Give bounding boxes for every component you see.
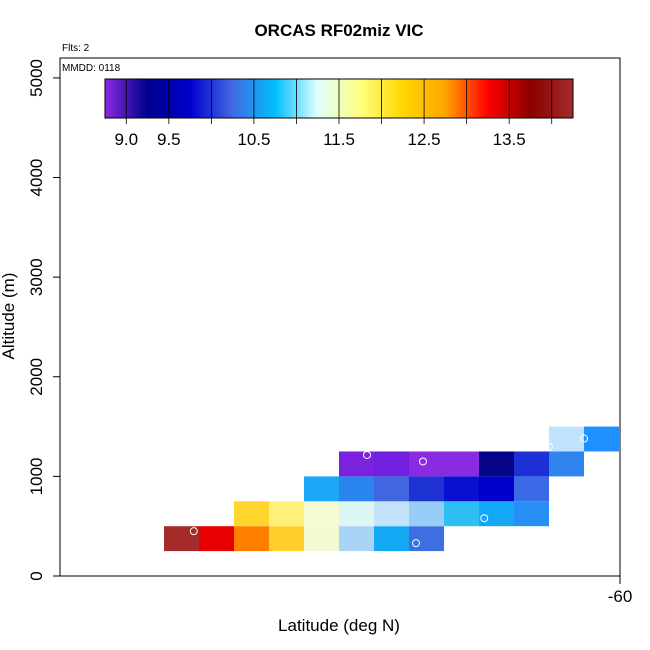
flight-marker bbox=[580, 434, 588, 443]
y-tick-label: 4000 bbox=[27, 159, 46, 197]
colorbar-tick-label: 11.5 bbox=[323, 130, 355, 149]
heatmap-cell bbox=[549, 426, 584, 452]
x-axis: -60 bbox=[608, 576, 633, 606]
heatmap-cell bbox=[304, 526, 339, 552]
flight-markers bbox=[189, 434, 588, 548]
heatmap-cell bbox=[409, 526, 444, 552]
y-tick-label: 1000 bbox=[27, 457, 46, 495]
heatmap-cell bbox=[269, 526, 304, 552]
y-axis-label: Altitude (m) bbox=[0, 273, 18, 360]
heatmap-cell bbox=[479, 501, 514, 527]
colorbar-tick-label: 9.5 bbox=[157, 130, 181, 149]
colorbar-tick-label: 12.5 bbox=[408, 130, 441, 149]
heatmap-cell bbox=[444, 501, 479, 527]
flight-marker bbox=[189, 527, 198, 536]
heatmap-cell bbox=[304, 501, 339, 527]
y-axis: 0 1000 2000 3000 4000 5000 bbox=[27, 59, 60, 581]
flights-annotation: Flts: 2 bbox=[62, 43, 90, 54]
plot-frame bbox=[59, 57, 621, 577]
heatmap-cell bbox=[339, 526, 374, 552]
heatmap-cell bbox=[234, 526, 269, 552]
heatmap-cell bbox=[549, 451, 584, 477]
heatmap-cell bbox=[339, 451, 374, 477]
heatmap-cell bbox=[304, 476, 339, 502]
flight-marker bbox=[412, 539, 420, 548]
flight-marker bbox=[545, 442, 553, 451]
heatmap-cell bbox=[374, 501, 409, 527]
heatmap-cell bbox=[584, 426, 619, 452]
colorbar-ticks: 9.0 9.5 10.5 11.5 12.5 13.5 bbox=[114, 130, 525, 149]
heatmap-cell bbox=[514, 476, 549, 502]
heatmap-cell bbox=[374, 526, 409, 552]
x-axis-label: Latitude (deg N) bbox=[278, 616, 400, 635]
heatmap-cell bbox=[479, 451, 514, 477]
y-tick-label: 3000 bbox=[27, 258, 46, 296]
colorbar-tick-label: 13.5 bbox=[493, 130, 526, 149]
date-annotation: MMDD: 0118 bbox=[62, 63, 121, 74]
y-tick-label: 5000 bbox=[27, 59, 46, 97]
heatmap-cell bbox=[409, 501, 444, 527]
colorbar-tick-label: 9.0 bbox=[114, 130, 138, 149]
heatmap-cell bbox=[374, 451, 409, 477]
heatmap-cell bbox=[339, 476, 374, 502]
heatmap-cell bbox=[444, 476, 479, 502]
heatmap-cell bbox=[514, 451, 549, 477]
heatmap-cell bbox=[199, 526, 234, 552]
colorbar-tick-label: 10.5 bbox=[237, 130, 270, 149]
colorbar: 9.0 9.5 10.5 11.5 12.5 13.5 bbox=[104, 78, 574, 149]
heatmap-cell bbox=[409, 451, 444, 477]
heatmap-cell bbox=[514, 501, 549, 527]
flight-marker bbox=[480, 514, 489, 523]
heatmap-cell bbox=[234, 501, 269, 527]
y-tick-label: 2000 bbox=[27, 358, 46, 396]
heatmap-cell bbox=[479, 476, 514, 502]
heatmap-cell bbox=[164, 526, 199, 552]
heatmap-cells bbox=[164, 426, 619, 552]
heatmap-cell bbox=[269, 501, 304, 527]
heatmap-cell bbox=[409, 476, 444, 502]
heatmap-cell bbox=[374, 476, 409, 502]
heatmap-cell bbox=[339, 501, 374, 527]
x-tick-label: -60 bbox=[608, 587, 633, 606]
flight-marker bbox=[419, 457, 427, 466]
heatmap-cell bbox=[444, 451, 479, 477]
chart-title: ORCAS RF02miz VIC bbox=[254, 21, 423, 40]
y-tick-label: 0 bbox=[27, 571, 46, 580]
colorbar-dividers bbox=[125, 79, 553, 124]
flight-marker bbox=[363, 450, 371, 459]
